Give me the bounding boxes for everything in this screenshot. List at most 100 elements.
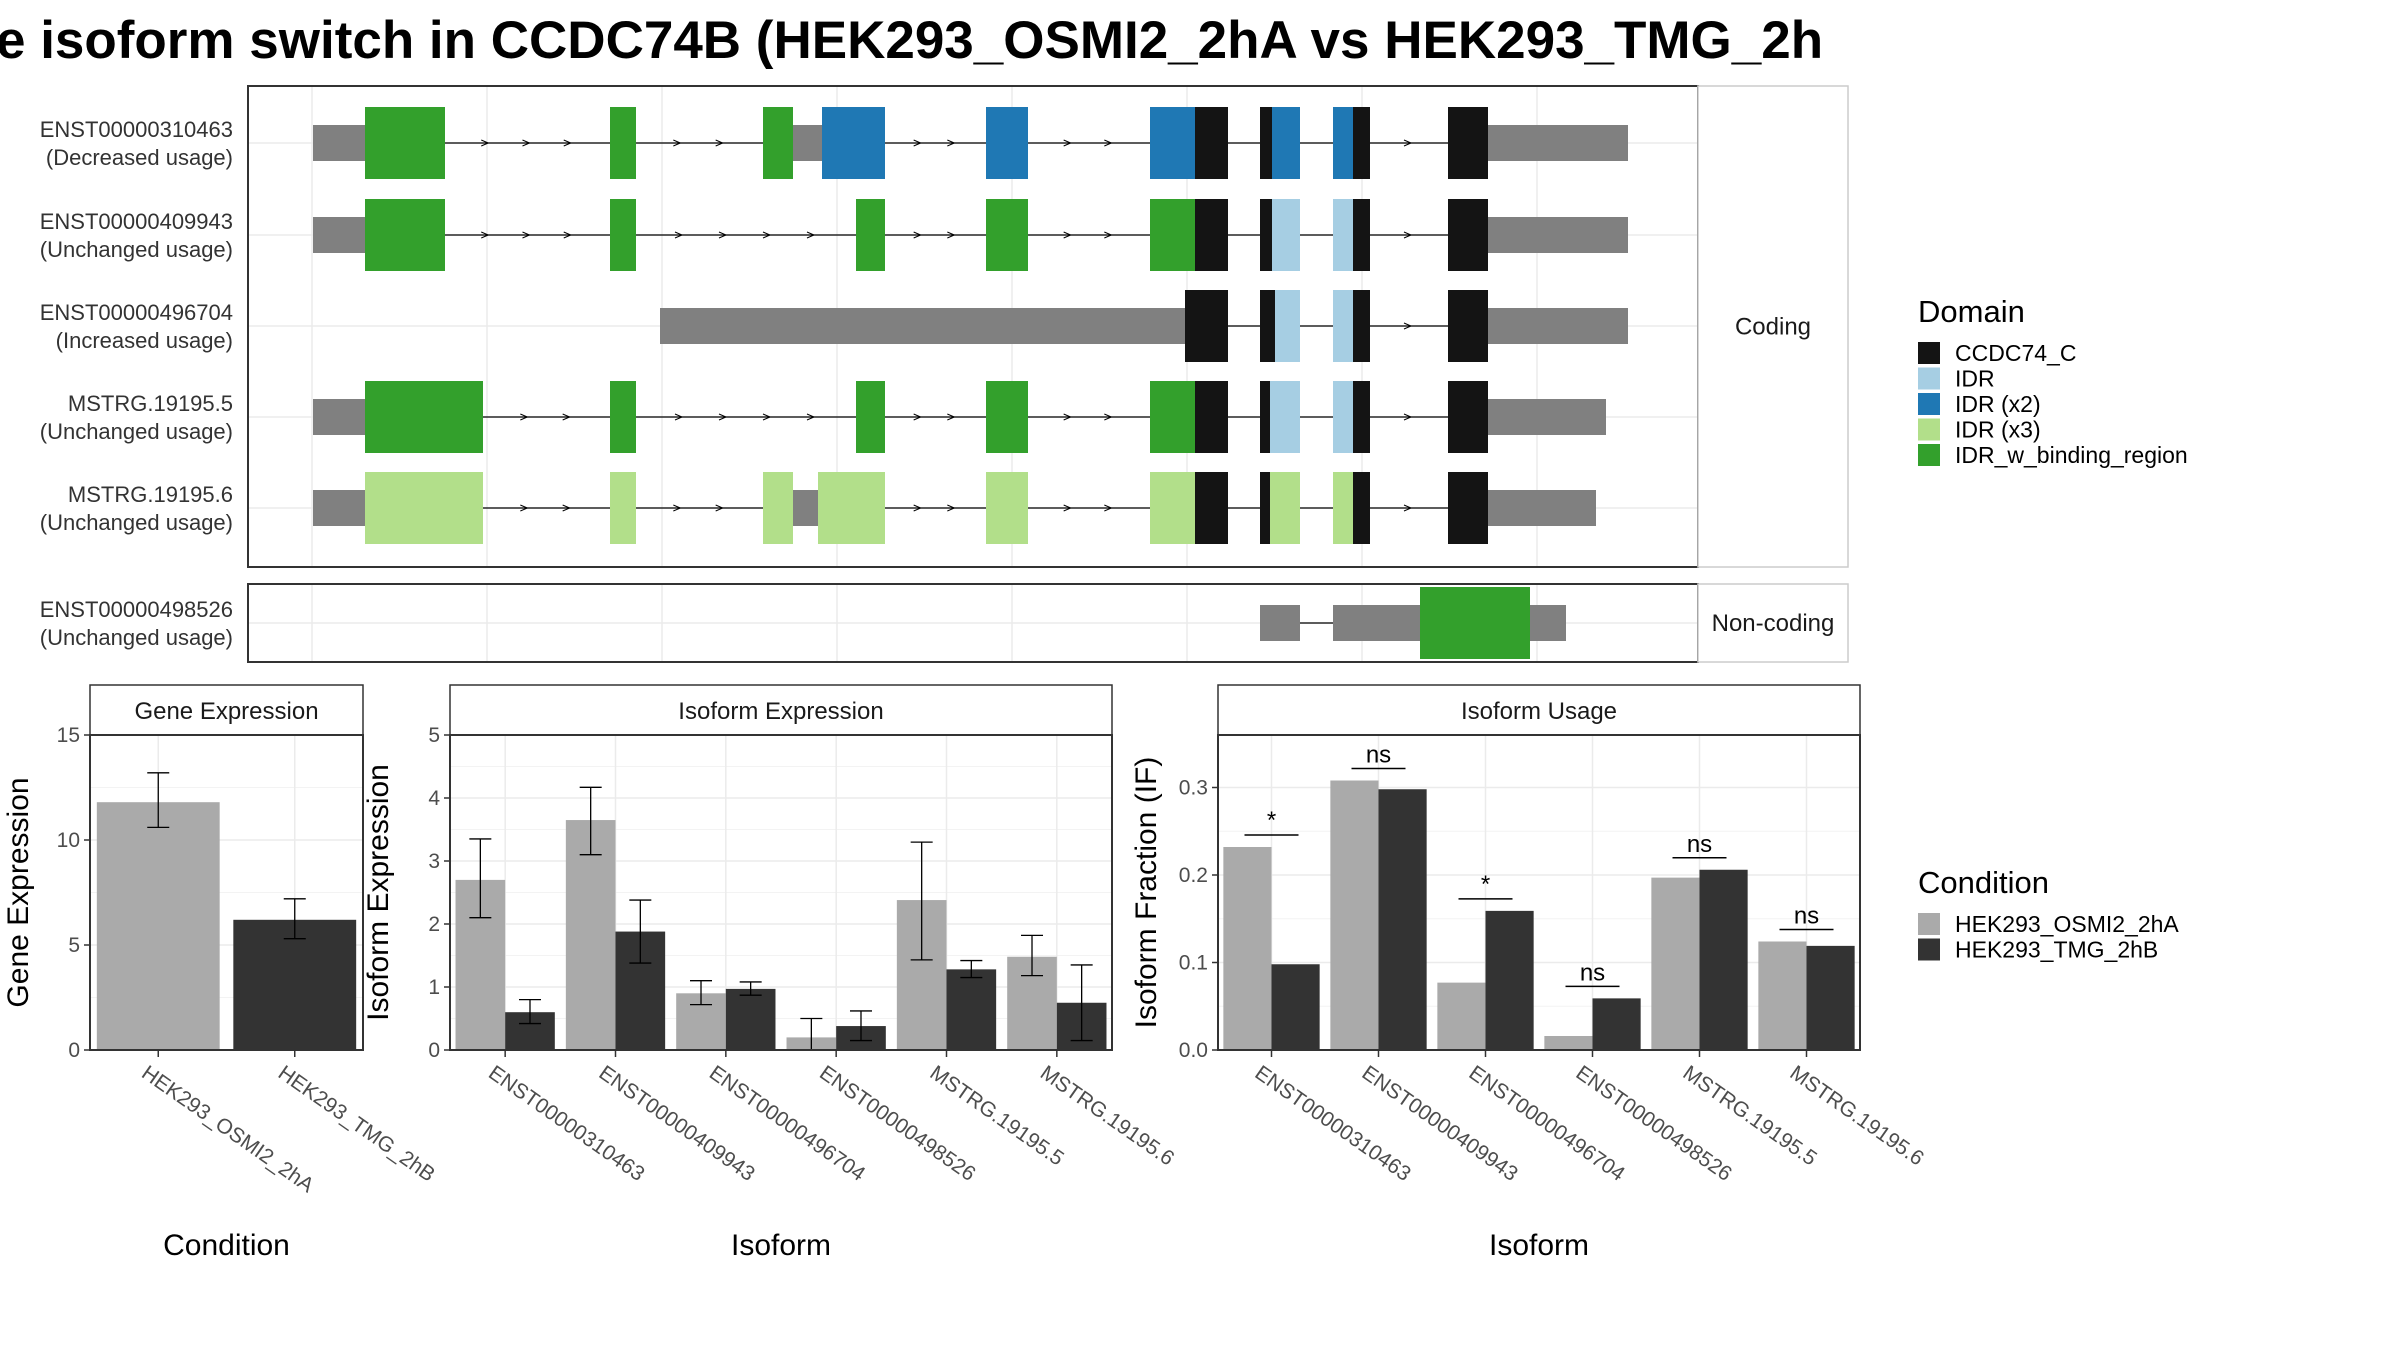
bar <box>1485 910 1534 1050</box>
intron-arrow <box>1104 413 1113 421</box>
exon-domain-segment <box>365 381 483 453</box>
exon-domain-segment <box>1353 381 1370 453</box>
utr-segment <box>313 217 365 253</box>
utr-segment <box>313 399 365 435</box>
domain-legend-title: Domain <box>1918 294 2025 329</box>
intron-arrow <box>481 231 490 239</box>
intron-arrow <box>673 504 682 512</box>
transcript-tracks: ENST00000310463 (Decreased usage) ENST0000… <box>40 85 1849 663</box>
bar <box>96 802 220 1050</box>
facet-strip-label: Non-coding <box>1712 610 1835 637</box>
domain-legend-label: IDR (x2) <box>1955 391 2041 417</box>
exon-domain-segment <box>1260 107 1272 179</box>
panel-strip <box>1217 684 1861 736</box>
panel-strip <box>89 684 364 736</box>
panel-border <box>89 734 364 1051</box>
isoform-expression-panel: Isoform Expression012345ENST00000310463E… <box>362 684 1178 1262</box>
exon-domain-segment <box>856 381 885 453</box>
y-tick-label: 10 <box>57 829 80 852</box>
exon-domain-segment <box>1448 107 1488 179</box>
utr-segment <box>1333 605 1420 641</box>
utr-segment <box>313 125 365 161</box>
intron-arrow <box>1104 139 1113 147</box>
utr-segment <box>793 490 818 526</box>
condition-legend-key <box>1918 938 1940 961</box>
intron-arrow <box>947 504 956 512</box>
bar <box>1806 945 1855 1050</box>
intron-arrow <box>947 231 956 239</box>
intron-arrow <box>1063 413 1072 421</box>
exon-domain-segment <box>986 107 1028 179</box>
exon-domain-segment <box>365 199 445 271</box>
x-axis-title: Isoform <box>731 1229 831 1262</box>
utr-segment <box>1488 308 1628 344</box>
panel-strip <box>449 684 1113 736</box>
intron-arrow <box>913 413 922 421</box>
intron-arrow <box>563 139 573 147</box>
exon-domain-segment <box>1353 472 1370 544</box>
condition-legend-key <box>1918 913 1940 935</box>
exon-domain-segment <box>1275 290 1300 362</box>
significance-label: ns <box>1580 959 1605 986</box>
intron-arrow <box>522 231 531 239</box>
exon-domain-segment <box>610 472 636 544</box>
exon-domain-segment <box>986 199 1028 271</box>
transcript-id-label: ENST00000498526 <box>40 597 233 622</box>
exon-domain-segment <box>1260 290 1275 362</box>
exon-domain-segment <box>1185 290 1228 362</box>
y-axis-title: Isoform Fraction (IF) <box>1130 757 1163 1029</box>
transcript-usage-label: (Unchanged usage) <box>40 510 233 535</box>
transcript-usage-label: (Decreased usage) <box>46 145 233 170</box>
bar <box>725 988 776 1050</box>
y-tick-label: 15 <box>57 724 80 747</box>
utr-segment <box>660 308 1185 344</box>
exon-domain-segment <box>1333 199 1353 271</box>
bar <box>1437 982 1486 1050</box>
significance-label: ns <box>1794 903 1819 930</box>
y-tick-label: 0 <box>428 1039 440 1062</box>
exon-domain-segment <box>1195 381 1228 453</box>
significance-label: ns <box>1687 831 1712 858</box>
intron-arrow <box>913 231 922 239</box>
exon-domain-segment <box>1272 107 1300 179</box>
domain-legend-key <box>1918 393 1940 415</box>
intron-arrow <box>762 231 772 239</box>
bar <box>1758 941 1807 1050</box>
panel-title: Isoform Usage <box>1461 698 1617 725</box>
domain-legend-key <box>1918 367 1940 390</box>
intron-arrow <box>1063 231 1072 239</box>
exon-domain-segment <box>1333 290 1353 362</box>
intron-arrow <box>718 413 728 421</box>
intron-arrow <box>1063 504 1072 512</box>
y-tick-label: 1 <box>428 976 440 999</box>
domain-legend-key <box>1918 444 1940 466</box>
intron-arrow <box>1403 413 1413 421</box>
domain-legend-label: CCDC74_C <box>1955 340 2076 366</box>
intron-arrow <box>520 413 529 421</box>
intron-arrow <box>806 413 816 421</box>
intron-arrow <box>947 139 956 147</box>
intron-arrow <box>1063 139 1072 147</box>
exon-domain-segment <box>1333 472 1353 544</box>
bar <box>565 820 616 1050</box>
intron-arrow <box>1104 504 1113 512</box>
transcript-id-label: MSTRG.19195.5 <box>68 391 233 416</box>
intron-arrow <box>762 413 772 421</box>
bar <box>1271 964 1320 1050</box>
transcript-id-label: ENST00000310463 <box>40 117 233 142</box>
bar <box>1651 877 1700 1050</box>
exon-domain-segment <box>1333 381 1353 453</box>
utr-segment <box>1488 399 1606 435</box>
exon-domain-segment <box>1353 107 1370 179</box>
y-tick-label: 4 <box>428 787 440 810</box>
exon-domain-segment <box>856 199 885 271</box>
significance-label: * <box>1481 871 1490 898</box>
y-tick-label: 0.0 <box>1179 1039 1208 1062</box>
exon-domain-segment <box>1150 472 1195 544</box>
exon-domain-segment <box>986 381 1028 453</box>
y-tick-label: 0.3 <box>1179 777 1208 800</box>
y-tick-label: 0.1 <box>1179 952 1208 975</box>
domain-legend-label: IDR <box>1955 366 1995 392</box>
